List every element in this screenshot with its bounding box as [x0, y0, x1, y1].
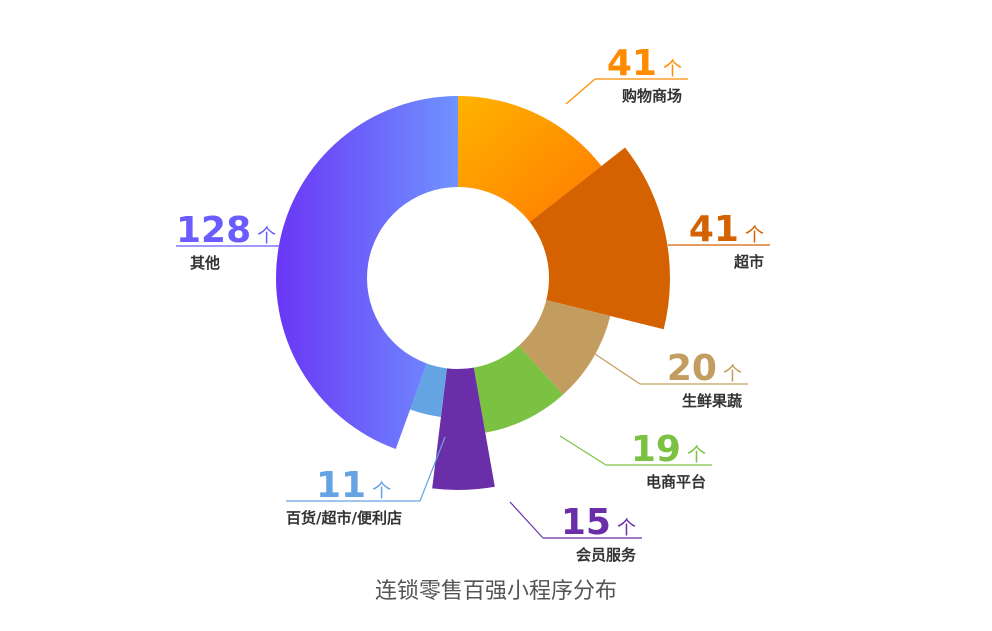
- leaders-layer: [176, 78, 770, 539]
- slice-3: [473, 345, 564, 433]
- value-label-2: 20 个: [667, 348, 742, 389]
- slice-5: [410, 363, 447, 417]
- value-label-6: 128 个: [176, 210, 276, 251]
- slice-2: [518, 300, 611, 395]
- category-label-1: 超市: [733, 253, 764, 271]
- value-label-5: 11 个: [316, 465, 391, 506]
- category-label-2: 生鲜果蔬: [682, 392, 742, 410]
- leader-connector-2: [591, 351, 641, 385]
- leader-connector-4: [509, 501, 544, 539]
- slices-layer: [275, 95, 670, 490]
- category-label-5: 百货/超市/便利店: [286, 509, 402, 527]
- slice-4: [432, 367, 495, 490]
- chart-title: 连锁零售百强小程序分布: [375, 579, 617, 604]
- leader-connector-0: [565, 78, 596, 105]
- leader-connector-3: [559, 435, 607, 466]
- value-label-4: 15 个: [561, 502, 636, 543]
- slice-0: [458, 96, 602, 222]
- value-label-0: 41 个: [607, 43, 682, 84]
- category-label-6: 其他: [190, 254, 220, 272]
- category-label-4: 会员服务: [576, 546, 637, 564]
- slice-1: [529, 147, 670, 330]
- leader-connector-5: [419, 436, 446, 502]
- category-label-3: 电商平台: [646, 473, 706, 491]
- category-label-0: 购物商场: [622, 87, 682, 105]
- value-label-1: 41 个: [689, 209, 764, 250]
- slice-6: [275, 95, 458, 450]
- value-label-3: 19 个: [631, 429, 706, 470]
